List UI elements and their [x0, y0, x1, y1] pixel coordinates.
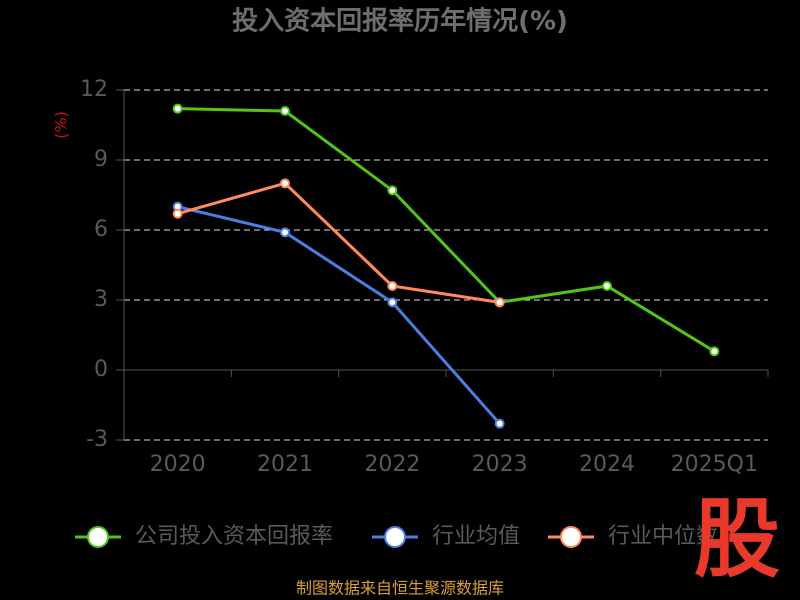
x-tick-label: 2023 — [472, 452, 528, 477]
y-tick-label: 6 — [94, 217, 108, 242]
series-line — [177, 181, 500, 304]
legend-label: 公司投入资本回报率 — [135, 524, 333, 549]
source-note: 制图数据来自恒生聚源数据库 — [296, 579, 504, 598]
legend-marker — [87, 526, 109, 548]
x-tick-label: 2020 — [150, 452, 206, 477]
data-point — [280, 106, 290, 116]
data-point — [709, 346, 720, 357]
legend-marker — [560, 526, 582, 548]
x-tick-label: 2025Q1 — [671, 452, 758, 477]
y-axis-label: (%) — [52, 111, 71, 139]
data-point — [494, 297, 505, 308]
y-tick-label: 0 — [94, 357, 108, 382]
chart-title: 投入资本回报率历年情况(%) — [232, 6, 568, 37]
legend-marker — [384, 526, 406, 548]
data-point — [387, 297, 398, 308]
series-line — [177, 205, 501, 425]
y-tick-label: -3 — [86, 427, 108, 452]
x-tick-label: 2024 — [579, 452, 635, 477]
data-point — [172, 208, 183, 219]
y-tick-label: 3 — [94, 287, 108, 312]
series-line — [177, 107, 716, 353]
watermark: 股 — [694, 489, 780, 589]
data-point — [602, 281, 612, 291]
legend-label: 行业中位数 — [608, 524, 718, 549]
x-tick-label: 2021 — [257, 452, 313, 477]
data-point — [280, 178, 290, 189]
data-point — [494, 418, 505, 429]
data-point — [280, 227, 290, 238]
y-tick-label: 9 — [94, 147, 108, 172]
y-tick-label: 12 — [80, 77, 108, 102]
data-point — [387, 281, 398, 291]
legend-label: 行业均值 — [432, 524, 520, 549]
data-point — [172, 103, 183, 114]
data-point — [387, 185, 398, 196]
x-tick-label: 2022 — [364, 452, 420, 477]
